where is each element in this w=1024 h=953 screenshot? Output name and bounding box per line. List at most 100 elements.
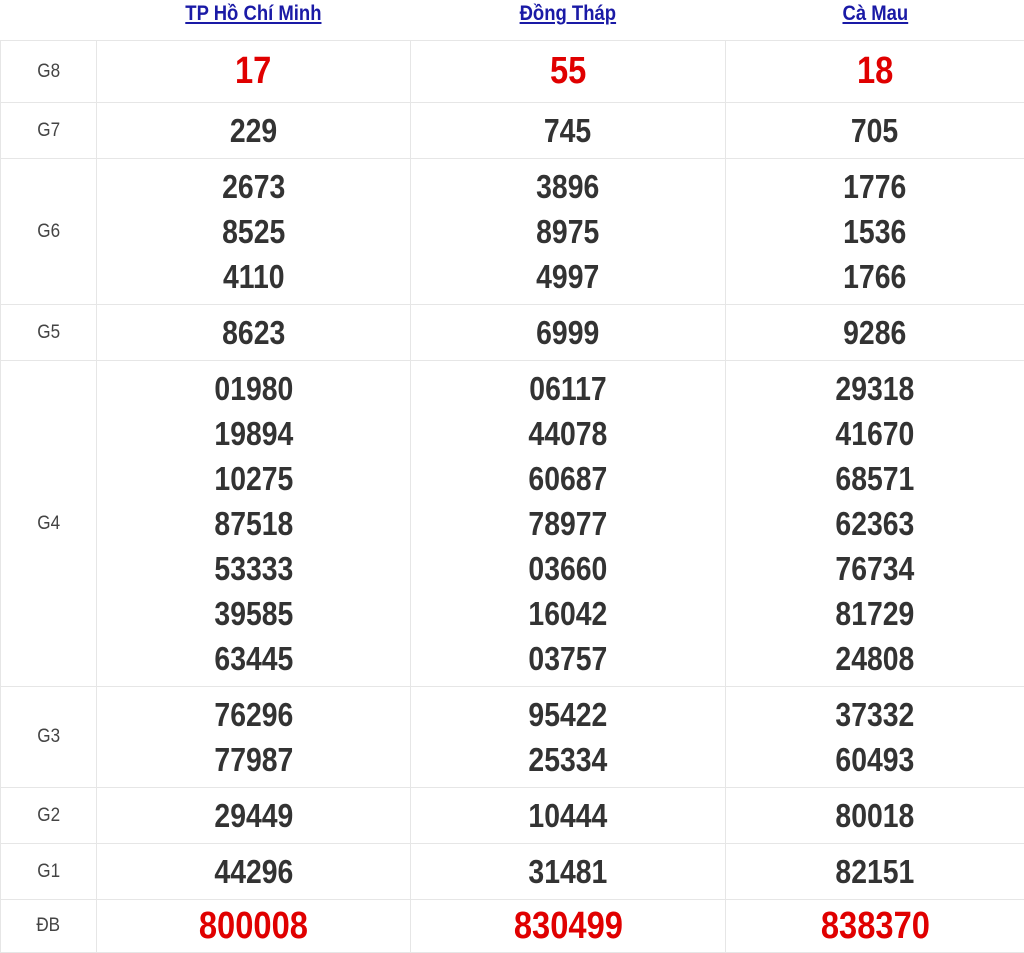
prize-number: 800008 [97,900,410,952]
prize-number-text: 3896 [536,164,599,209]
prize-row-g7: G7 229 745 705 [1,103,1024,159]
prize-cell: 229 [97,103,411,159]
prize-number: 9286 [726,310,1024,355]
prize-row-g8: G8 17 55 18 [1,41,1024,103]
province-header-row: TP Hồ Chí Minh Đồng Tháp Cà Mau [1,0,1024,41]
prize-number: 41670 [726,411,1024,456]
prize-number: 31481 [411,849,725,894]
prize-number-text: 10275 [214,456,293,501]
province-link-hcm[interactable]: TP Hồ Chí Minh [185,2,321,26]
prize-cell: 18 [726,41,1024,103]
prize-number: 95422 [411,692,725,737]
prize-number-text: 95422 [529,692,608,737]
prize-number-text: 06117 [529,366,606,411]
prize-number: 830499 [411,900,725,952]
prize-number: 03660 [411,546,725,591]
prize-number-text: 4110 [223,254,285,299]
prize-number: 25334 [411,737,725,782]
prize-label: ĐB [1,900,97,953]
prize-number-text: 4997 [536,254,599,299]
prize-number-text: 16042 [529,591,608,636]
prize-number: 44078 [411,411,725,456]
prize-number: 80018 [726,793,1024,838]
prize-number-text: 77987 [214,737,293,782]
prize-cell: 830499 [411,900,726,953]
prize-number-text: 18 [857,49,893,94]
prize-number-text: 6999 [536,310,599,355]
prize-label-text: G7 [37,120,60,142]
prize-cell: 29449 [97,788,411,844]
prize-number: 10275 [97,456,410,501]
prize-number-text: 44296 [214,849,293,894]
prize-label: G1 [1,844,97,900]
prize-number-text: 53333 [214,546,293,591]
prize-number-text: 17 [235,49,271,94]
province-header: TP Hồ Chí Minh [97,0,411,41]
prize-label-text: G3 [37,726,60,748]
prize-number: 87518 [97,501,410,546]
prize-number-text: 8623 [222,310,285,355]
prize-label: G5 [1,305,97,361]
prize-cell: 745 [411,103,726,159]
prize-number-text: 41670 [836,411,915,456]
prize-cell: 800008 [97,900,411,953]
prize-number-text: 55 [550,49,586,94]
prize-number: 55 [411,49,725,94]
province-header: Cà Mau [726,0,1024,41]
prize-number: 37332 [726,692,1024,737]
prize-number: 76296 [97,692,410,737]
prize-number: 10444 [411,793,725,838]
prize-number-text: 03660 [529,546,608,591]
prize-number: 24808 [726,636,1024,681]
prize-label-text: G8 [37,61,60,83]
prize-number-text: 10444 [529,793,608,838]
prize-number-text: 60493 [836,737,915,782]
prize-number: 18 [726,49,1024,94]
prize-label: G3 [1,687,97,788]
prize-cell: 31481 [411,844,726,900]
prize-number-text: 37332 [836,692,915,737]
prize-number-text: 76734 [836,546,915,591]
prize-cell: 10444 [411,788,726,844]
prize-number-text: 800008 [199,900,308,952]
prize-number-text: 745 [544,108,591,153]
prize-number: 53333 [97,546,410,591]
prize-number: 2673 [97,164,410,209]
prize-number: 4110 [97,254,410,299]
prize-cell: 55 [411,41,726,103]
prize-number-text: 8525 [222,209,285,254]
prize-number-text: 2673 [222,164,285,209]
prize-cell: 44296 [97,844,411,900]
prize-label-text: G4 [37,513,60,535]
prize-number-text: 03757 [529,636,608,681]
prize-number: 44296 [97,849,410,894]
prize-number: 8525 [97,209,410,254]
prize-cell: 8623 [97,305,411,361]
prize-number: 705 [726,108,1024,153]
prize-number-text: 29318 [836,366,915,411]
prize-label: G6 [1,159,97,305]
prize-number-text: 39585 [214,591,293,636]
prize-number-text: 81729 [836,591,915,636]
prize-number-text: 1776 [843,164,906,209]
province-link-ca-mau[interactable]: Cà Mau [842,2,908,26]
prize-label: G2 [1,788,97,844]
prize-number: 745 [411,108,725,153]
prize-number: 82151 [726,849,1024,894]
prize-number-text: 44078 [529,411,608,456]
prize-number: 8623 [97,310,410,355]
prize-row-g5: G5 8623 6999 9286 [1,305,1024,361]
prize-label-text: ĐB [37,915,61,937]
prize-number: 1776 [726,164,1024,209]
prize-cell: 705 [726,103,1024,159]
prize-number: 3896 [411,164,725,209]
province-link-dong-thap[interactable]: Đồng Tháp [520,2,616,26]
